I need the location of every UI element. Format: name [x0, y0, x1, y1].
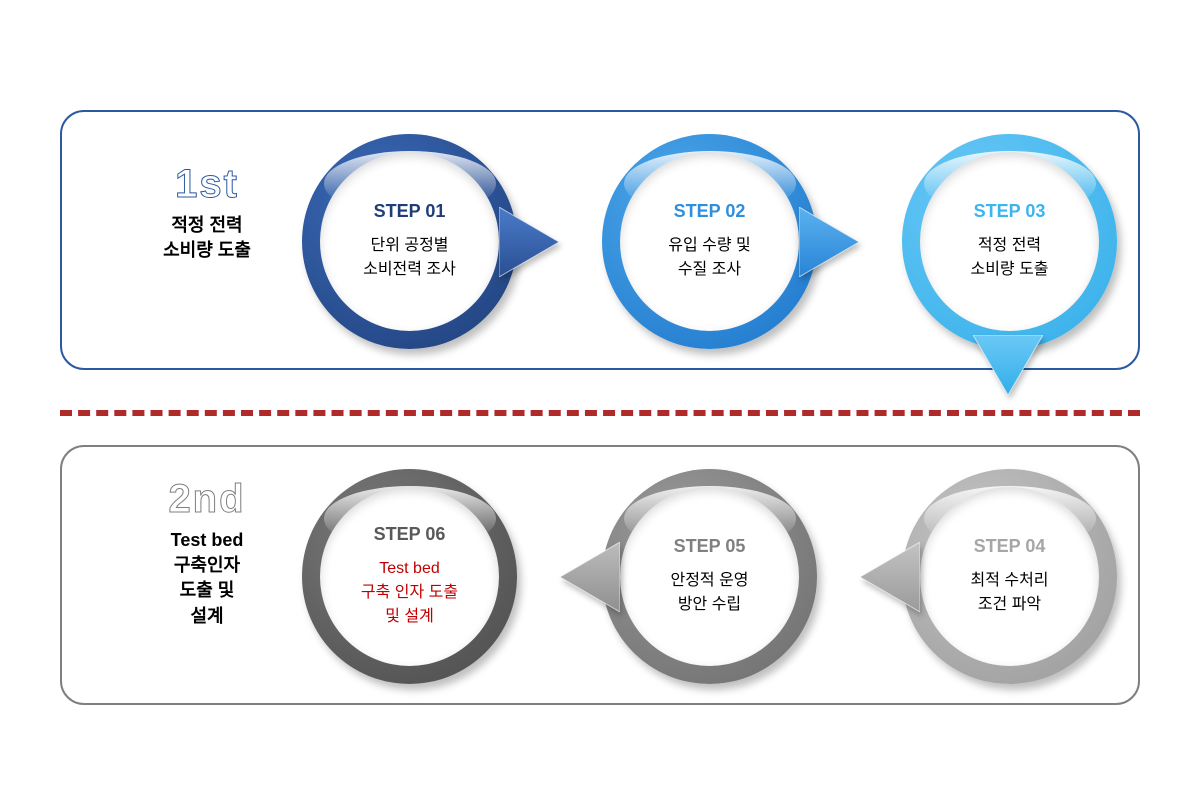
flow-arrow-right-icon — [799, 207, 859, 277]
stage-2-panel: 2nd Test bed구축인자도출 및설계 STEP 06 Test bed구축… — [60, 445, 1140, 705]
step-number: STEP 05 — [674, 536, 746, 557]
stage-divider — [60, 410, 1140, 416]
step-text: 안정적 운영방안 수립 — [670, 569, 748, 617]
step-text: 적정 전력소비량 도출 — [970, 234, 1048, 282]
step-core: STEP 02 유입 수량 및수질 조사 — [620, 152, 799, 331]
step-core: STEP 01 단위 공정별소비전력 조사 — [320, 152, 499, 331]
step-number: STEP 02 — [674, 201, 746, 222]
stage-2-subtitle: Test bed구축인자도출 및설계 — [132, 528, 282, 629]
step-circle: STEP 03 적정 전력소비량 도출 — [902, 134, 1117, 349]
step-core: STEP 04 최적 수처리조건 파악 — [920, 487, 1099, 666]
step-core: STEP 05 안정적 운영방안 수립 — [620, 487, 799, 666]
step-number: STEP 06 — [374, 524, 446, 545]
stage-1-ordinal: 1st — [132, 162, 282, 207]
step-circle: STEP 04 최적 수처리조건 파악 — [902, 469, 1117, 684]
step-text: 최적 수처리조건 파악 — [970, 569, 1048, 617]
step-circle: STEP 06 Test bed구축 인자 도출및 설계 — [302, 469, 517, 684]
flow-arrow-down-icon — [973, 335, 1043, 395]
flow-arrow-left-icon — [860, 542, 920, 612]
step-core: STEP 03 적정 전력소비량 도출 — [920, 152, 1099, 331]
step-circle: STEP 02 유입 수량 및수질 조사 — [602, 134, 817, 349]
stage-1-subtitle: 적정 전력소비량 도출 — [132, 213, 282, 263]
step-circle: STEP 05 안정적 운영방안 수립 — [602, 469, 817, 684]
step-core: STEP 06 Test bed구축 인자 도출및 설계 — [320, 487, 499, 666]
stage-2-ordinal: 2nd — [132, 477, 282, 522]
step-text: Test bed구축 인자 도출및 설계 — [361, 557, 458, 629]
step-number: STEP 04 — [974, 536, 1046, 557]
step-text: 단위 공정별소비전력 조사 — [363, 234, 456, 282]
stage-2-label-block: 2nd Test bed구축인자도출 및설계 — [132, 477, 282, 629]
step-text: 유입 수량 및수질 조사 — [668, 234, 751, 282]
step-number: STEP 03 — [974, 201, 1046, 222]
step-number: STEP 01 — [374, 201, 446, 222]
flow-arrow-left-icon — [560, 542, 620, 612]
stage-1-panel: 1st 적정 전력소비량 도출 STEP 01단위 공정별소비전력 조사STEP… — [60, 110, 1140, 370]
flow-arrow-right-icon — [499, 207, 559, 277]
step-circle: STEP 01 단위 공정별소비전력 조사 — [302, 134, 517, 349]
stage-1-label-block: 1st 적정 전력소비량 도출 — [132, 162, 282, 263]
